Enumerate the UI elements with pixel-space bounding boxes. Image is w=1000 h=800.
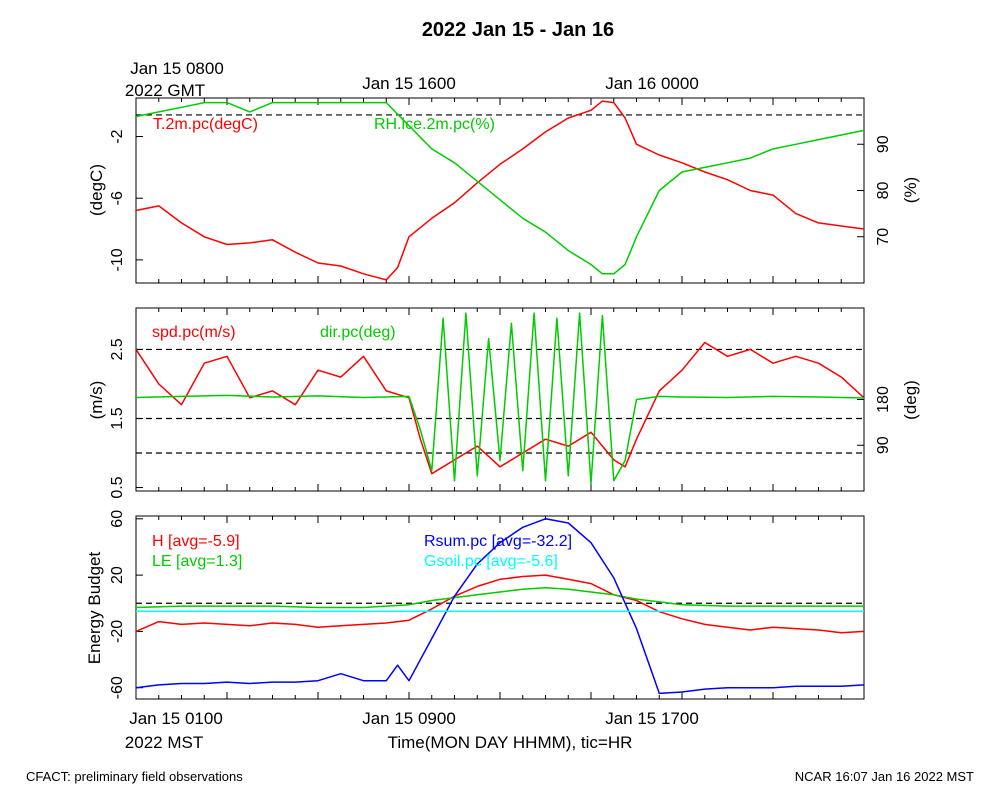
panel-2-reference-lines bbox=[136, 348, 864, 454]
footer-right: NCAR 16:07 Jan 16 2022 MST bbox=[795, 769, 974, 784]
y-tick-label-left: -20 bbox=[109, 620, 126, 643]
panel-2-series bbox=[135, 312, 865, 485]
panel-2-left-axis-title: (m/s) bbox=[87, 381, 106, 420]
panel-1-right-ticks: 90 80 70 bbox=[857, 135, 892, 246]
x-axis-title: Time(MON DAY HHMM), tic=HR bbox=[388, 733, 633, 752]
y-tick-label-left: 60 bbox=[109, 510, 126, 528]
chart-title: 2022 Jan 15 - Jan 16 bbox=[422, 19, 614, 41]
y-tick-label-left: 1.5 bbox=[109, 407, 126, 429]
y-tick-label-left: -6 bbox=[109, 191, 126, 205]
panel-2-right-ticks: 180 90 bbox=[857, 386, 892, 454]
panel-3-left-ticks: 60 20 -20 -60 bbox=[109, 510, 143, 699]
series-line-rh-ice-2m-pc bbox=[135, 101, 865, 275]
series-line-spd-pc bbox=[135, 341, 865, 475]
bottom-axis-label-0: Jan 15 0100 bbox=[129, 709, 223, 728]
bottom-axis-label-1: Jan 15 0900 bbox=[362, 709, 456, 728]
y-tick-label-left: 2.5 bbox=[109, 338, 126, 360]
legend-wind-speed: spd.pc(m/s) bbox=[152, 324, 236, 341]
panel-2-frame bbox=[135, 307, 865, 492]
y-tick-label-right: 90 bbox=[875, 135, 892, 153]
series-line-rsum-pc bbox=[135, 518, 865, 695]
panel-3-series bbox=[135, 518, 865, 695]
panel-2-left-ticks: 2.5 1.5 0.5 bbox=[109, 338, 143, 499]
y-tick-label-right: 80 bbox=[875, 182, 892, 200]
y-tick-label-left: 0.5 bbox=[109, 476, 126, 498]
panel-2-right-axis-title: (deg) bbox=[901, 380, 920, 420]
legend-h: H [avg=-5.9] bbox=[152, 533, 240, 550]
panel-1-right-axis-title: (%) bbox=[901, 177, 920, 203]
y-tick-label-left: 20 bbox=[109, 566, 126, 584]
y-tick-label-left: -10 bbox=[109, 248, 126, 271]
panel-1-left-ticks: -2 -6 -10 bbox=[109, 129, 143, 271]
panel-1-series bbox=[135, 100, 865, 281]
bottom-axis-label-2: Jan 15 1700 bbox=[605, 709, 699, 728]
panel-3-left-axis-title: Energy Budget bbox=[85, 551, 104, 664]
top-axis-label-0: Jan 15 0800 bbox=[130, 59, 224, 78]
legend-temperature: T.2m.pc(degC) bbox=[153, 116, 258, 133]
bottom-axis-year-label: 2022 MST bbox=[125, 733, 203, 752]
series-line-dir-pc bbox=[135, 312, 865, 485]
top-axis-label-1: Jan 15 1600 bbox=[362, 74, 456, 93]
panel-energy-budget: 60 20 -20 -60 H [avg=-5.9] LE [avg=1.3] Rsu… bbox=[85, 510, 865, 700]
legend-wind-direction: dir.pc(deg) bbox=[320, 324, 396, 341]
panel-2-x-ticks bbox=[135, 308, 865, 491]
top-axis-year-label: 2022 GMT bbox=[125, 81, 205, 100]
panel-3-x-ticks bbox=[135, 516, 865, 699]
panel-1-x-ticks bbox=[135, 98, 865, 283]
y-tick-label-left: -60 bbox=[109, 676, 126, 699]
footer-left: CFACT: preliminary field observations bbox=[26, 769, 243, 784]
legend-gsoil: Gsoil.pc [avg=-5.6] bbox=[424, 553, 558, 570]
series-line-le bbox=[135, 587, 864, 609]
y-tick-label-right: 70 bbox=[875, 228, 892, 246]
legend-le: LE [avg=1.3] bbox=[152, 553, 242, 570]
y-tick-label-left: -2 bbox=[109, 129, 126, 143]
series-line-h bbox=[135, 574, 865, 634]
legend-rsum: Rsum.pc [avg=-32.2] bbox=[424, 533, 572, 550]
legend-humidity: RH.ice.2m.pc(%) bbox=[374, 116, 495, 133]
top-axis-label-2: Jan 16 0000 bbox=[605, 74, 699, 93]
panel-temperature-humidity: -2 -6 -10 90 80 70 T.2m.pc(degC) RH.ice.2m.p… bbox=[87, 97, 920, 284]
panel-1-left-axis-title: (degC) bbox=[87, 164, 106, 216]
y-tick-label-right: 90 bbox=[875, 436, 892, 454]
y-tick-label-right: 180 bbox=[875, 386, 892, 413]
series-line-t-2m-pc bbox=[135, 100, 865, 281]
